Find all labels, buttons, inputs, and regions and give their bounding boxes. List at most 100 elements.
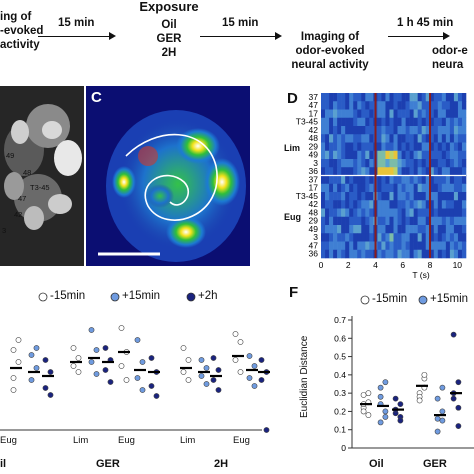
heatmap-cell bbox=[337, 150, 342, 160]
heatmap-cell bbox=[357, 200, 362, 209]
step2-line: Imaging of bbox=[300, 31, 360, 43]
heatmap-cell bbox=[385, 101, 390, 110]
heatmap-cell bbox=[449, 101, 455, 110]
heatmap-cell bbox=[357, 175, 362, 185]
heatmap-cell bbox=[457, 225, 463, 234]
heatmap-cell bbox=[353, 216, 358, 226]
heatmap-cell bbox=[441, 216, 447, 226]
heatmap-cell bbox=[365, 150, 370, 160]
heatmap-cell bbox=[377, 159, 382, 168]
f-group-label: Oil bbox=[369, 458, 384, 470]
heatmap-cell bbox=[365, 200, 370, 209]
heatmap-cell bbox=[381, 183, 386, 193]
heatmap-cell bbox=[353, 241, 358, 251]
heatmap-row-label: 17 bbox=[309, 108, 319, 118]
heatmap-cell bbox=[393, 249, 398, 259]
heatmap-cell bbox=[421, 183, 427, 193]
f-dot bbox=[360, 392, 367, 398]
heatmap-cell bbox=[361, 192, 366, 201]
heatmap-cell bbox=[405, 109, 410, 119]
heatmap-cell bbox=[365, 183, 370, 193]
heatmap-cell bbox=[349, 142, 354, 152]
panel-c-label: C bbox=[91, 89, 102, 106]
heatmap-cell bbox=[445, 216, 451, 226]
heatmap-cell bbox=[445, 117, 451, 127]
exposure-line: 2H bbox=[161, 47, 177, 59]
heatmap-cell bbox=[341, 150, 346, 160]
step2-line: odor-evoked bbox=[295, 45, 365, 57]
heatmap-cell bbox=[413, 216, 418, 226]
heatmap-cell bbox=[349, 183, 354, 193]
heatmap-cell bbox=[357, 93, 362, 102]
e-dot bbox=[134, 375, 141, 381]
heatmap-cell bbox=[353, 142, 358, 152]
heatmap-cell bbox=[381, 142, 386, 152]
heatmap-cell bbox=[421, 142, 427, 152]
heatmap-cell bbox=[333, 93, 338, 102]
heatmap-cell bbox=[397, 167, 402, 176]
heatmap-cell bbox=[397, 101, 402, 110]
heatmap-cell bbox=[341, 200, 346, 209]
heatmap-cell bbox=[385, 249, 390, 259]
heatmap-cell bbox=[369, 159, 374, 168]
heatmap-cell bbox=[377, 175, 382, 185]
e-dot bbox=[180, 345, 187, 351]
heatmap-cell bbox=[449, 249, 455, 259]
heatmap-cell bbox=[417, 183, 422, 193]
heatmap-cell bbox=[457, 109, 463, 119]
heatmap-cell bbox=[445, 225, 451, 234]
heatmap-cell bbox=[385, 159, 390, 168]
heatmap-cell bbox=[329, 126, 334, 135]
heatmap-cell bbox=[417, 241, 422, 251]
heatmap-cell bbox=[329, 142, 334, 152]
f-dot bbox=[439, 408, 446, 415]
heatmap-cell bbox=[365, 208, 370, 218]
heatmap-cell bbox=[369, 134, 374, 143]
heatmap-cell bbox=[325, 183, 330, 193]
heatmap-cell bbox=[457, 126, 463, 135]
heatmap-cell bbox=[341, 134, 346, 143]
heatmap-cell bbox=[417, 216, 422, 226]
heatmap-cell bbox=[337, 159, 342, 168]
heatmap-cell bbox=[441, 208, 447, 218]
heatmap-cell bbox=[325, 241, 330, 251]
heatmap-cell bbox=[409, 241, 414, 251]
heatmap-cell bbox=[321, 233, 326, 242]
heatmap-cell bbox=[377, 233, 382, 242]
heatmap-cell bbox=[409, 159, 414, 168]
heatmap-cell bbox=[389, 142, 394, 152]
heatmap-cell bbox=[321, 93, 326, 102]
heatmap-cell bbox=[429, 117, 435, 127]
heatmap-cell bbox=[341, 142, 346, 152]
heatmap-row-label: 37 bbox=[309, 92, 319, 102]
heatmap-cell bbox=[461, 150, 467, 160]
heatmap-cell bbox=[437, 208, 443, 218]
heatmap-cell bbox=[405, 117, 410, 127]
heatmap-cell bbox=[417, 117, 422, 127]
heatmap-cell bbox=[453, 150, 459, 160]
heatmap-cell bbox=[425, 142, 431, 152]
heatmap-cell bbox=[357, 216, 362, 226]
e-group-label: 2H bbox=[214, 458, 229, 470]
heatmap-cell bbox=[417, 200, 422, 209]
legend-e-label: +15min bbox=[122, 290, 161, 302]
heatmap-row-label: 3 bbox=[313, 232, 318, 242]
heatmap-cell bbox=[357, 225, 362, 234]
heatmap-cell bbox=[433, 117, 439, 127]
heatmap-cell bbox=[337, 126, 342, 135]
heatmap-x-tick: 2 bbox=[346, 260, 351, 270]
heatmap-cell bbox=[333, 159, 338, 168]
heatmap-cell bbox=[449, 233, 455, 242]
heatmap-cell bbox=[393, 93, 398, 102]
heatmap-cell bbox=[361, 142, 366, 152]
heatmap-cell bbox=[365, 159, 370, 168]
heatmap-cell bbox=[349, 126, 354, 135]
heatmap-cell bbox=[429, 109, 435, 119]
heatmap-cell bbox=[421, 126, 427, 135]
heatmap-cell bbox=[361, 208, 366, 218]
heatmap-cell bbox=[341, 175, 346, 185]
heatmap-cell bbox=[449, 159, 455, 168]
heatmap-cell bbox=[401, 150, 406, 160]
legend-e-marker bbox=[186, 292, 196, 302]
heatmap-cell bbox=[393, 126, 398, 135]
